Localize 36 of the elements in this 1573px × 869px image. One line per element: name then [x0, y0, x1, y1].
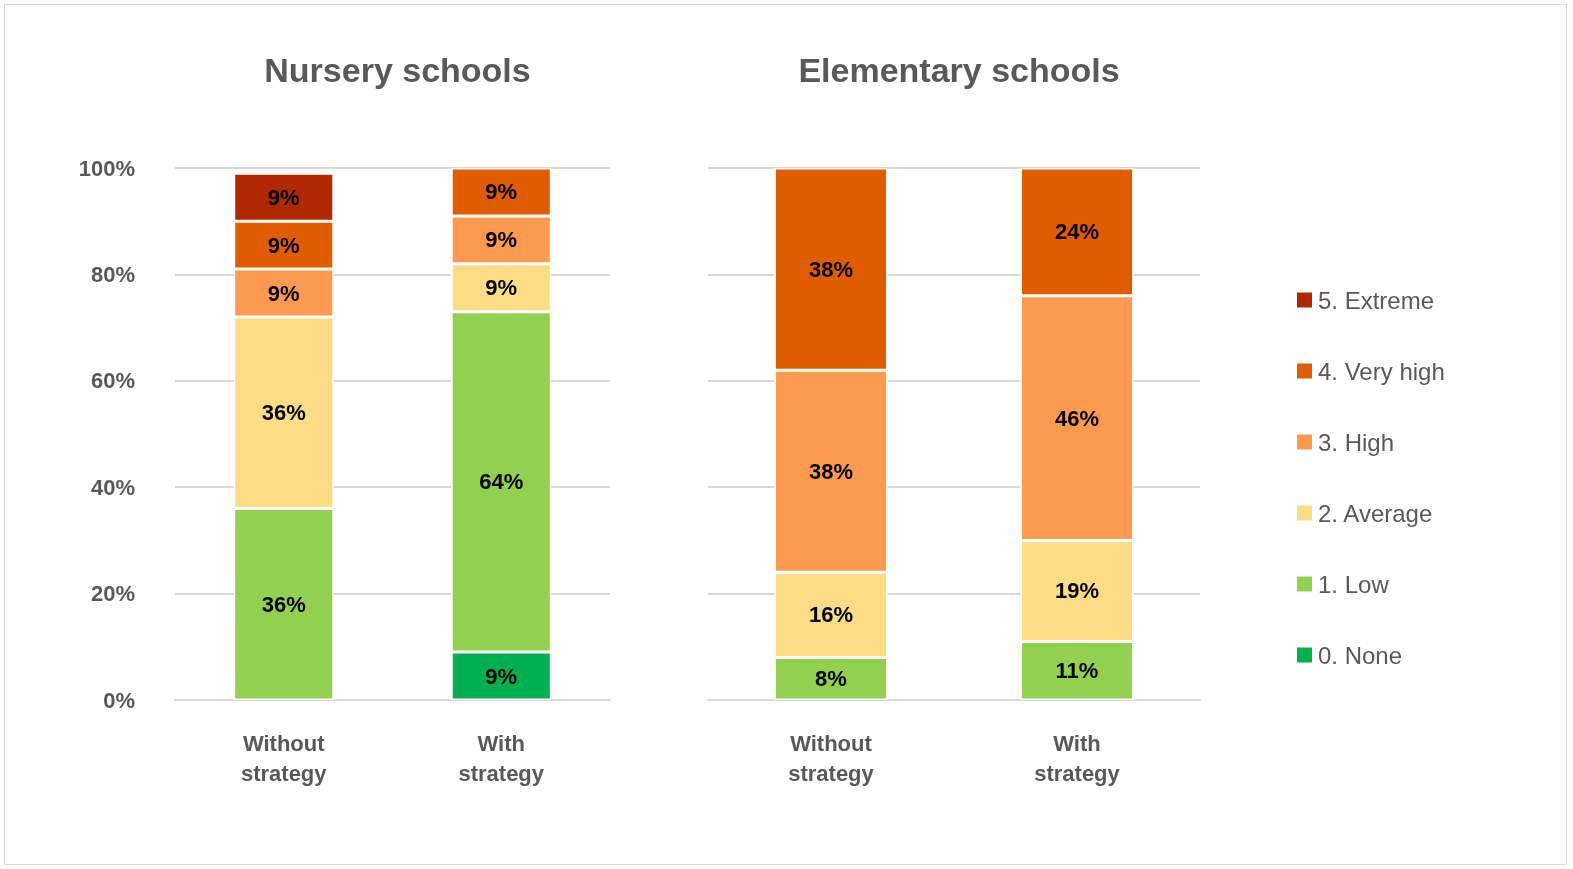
legend-label: 1. Low — [1318, 570, 1390, 598]
data-label: 38% — [808, 458, 854, 484]
data-label: 9% — [267, 280, 300, 306]
data-label: 11% — [1055, 658, 1099, 684]
x-tick-label: Without strategy — [788, 730, 875, 786]
data-label: 9% — [267, 184, 300, 210]
data-label: 38% — [808, 256, 854, 282]
y-tick-label: 0% — [103, 687, 135, 713]
data-label: 9% — [485, 663, 518, 689]
y-tick-label: 20% — [90, 581, 135, 607]
x-tick-label: With strategy — [458, 730, 545, 786]
data-label: 24% — [1054, 219, 1100, 245]
data-label: 9% — [485, 275, 518, 301]
data-label: 64% — [479, 469, 524, 495]
y-tick-label: 100% — [78, 155, 135, 181]
legend-label: 5. Extreme — [1318, 286, 1435, 314]
data-label: 9% — [485, 179, 518, 205]
data-label: 9% — [485, 227, 518, 253]
chart-title: Elementary schools — [798, 51, 1120, 89]
legend-label: 3. High — [1318, 428, 1395, 456]
y-tick-label: 60% — [90, 368, 135, 394]
data-label: 8% — [815, 666, 847, 692]
legend-label: 4. Very high — [1318, 357, 1445, 385]
legend-label: 0. None — [1318, 641, 1403, 669]
data-label: 19% — [1054, 578, 1100, 604]
y-tick-label: 80% — [90, 261, 135, 287]
x-tick-label: Without strategy — [240, 730, 328, 786]
data-label: 36% — [261, 400, 306, 426]
data-label: 46% — [1054, 405, 1100, 431]
chart-title: Nursery schools — [264, 51, 531, 89]
y-tick-label: 40% — [90, 474, 135, 500]
x-tick-label: With strategy — [1034, 730, 1121, 786]
data-label: 36% — [261, 591, 306, 617]
data-label: 9% — [267, 232, 300, 258]
legend-label: 2. Average — [1318, 499, 1433, 527]
data-label: 16% — [808, 602, 854, 628]
